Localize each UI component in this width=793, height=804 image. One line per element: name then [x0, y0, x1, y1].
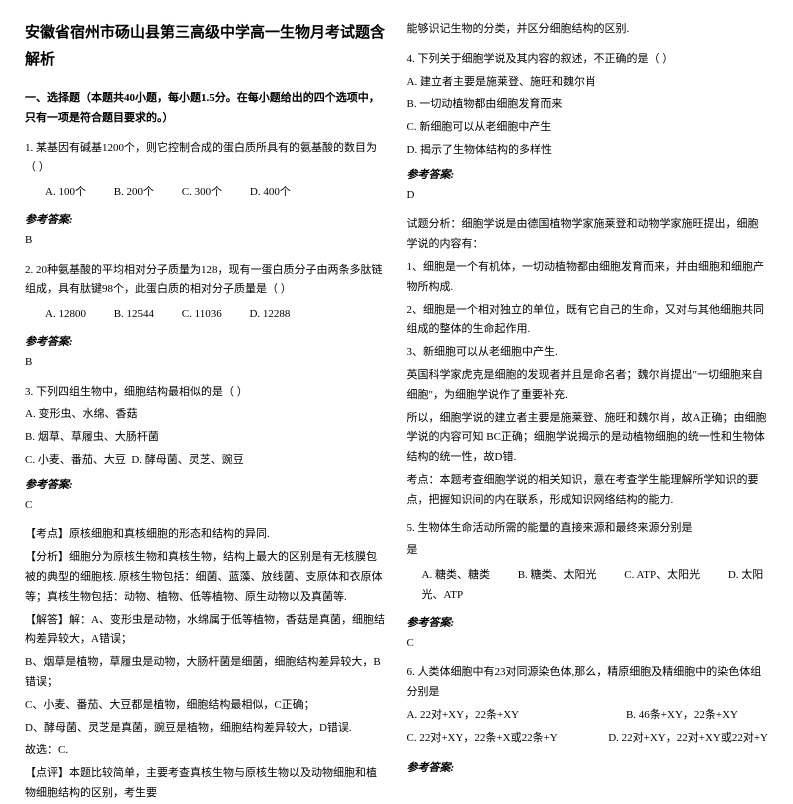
option-b: B. 200个 [114, 186, 154, 198]
answer: D [407, 186, 769, 206]
question-3: 3. 下列四组生物中，细胞结构最相似的是（ ） A. 变形虫、水绵、香菇 B. … [25, 383, 387, 804]
question-options: A. 100个 B. 200个 C. 300个 D. 400个 [45, 183, 387, 203]
question-text-cont: 是 [407, 541, 769, 561]
answer: C [407, 634, 769, 654]
answer-label: 参考答案: [25, 211, 387, 231]
question-text: 5. 生物体生命活动所需的能量的直接来源和最终来源分别是 [407, 519, 769, 539]
option-d: D. 400个 [250, 186, 291, 198]
answer: C [25, 496, 387, 516]
question-2: 2. 20种氨基酸的平均相对分子质量为128，现有一蛋白质分子由两条多肽链组成，… [25, 261, 387, 373]
analysis: 故选：C. [25, 741, 387, 761]
option-a: A. 建立者主要是施莱登、施旺和魏尔肖 [407, 73, 769, 93]
answer-label: 参考答案: [407, 166, 769, 186]
option-a: A. 12800 [45, 308, 86, 320]
option-c: C. 22对+XY，22条+X或22条+Y [407, 729, 558, 749]
answer-label: 参考答案: [407, 614, 769, 634]
option-b: B. 一切动植物都由细胞发育而来 [407, 95, 769, 115]
right-column: 能够识记生物的分类，并区分细胞结构的区别. 4. 下列关于细胞学说及其内容的叙述… [397, 20, 779, 541]
option-a: A. 变形虫、水绵、香菇 [25, 405, 387, 425]
question-4: 4. 下列关于细胞学说及其内容的叙述，不正确的是（ ） A. 建立者主要是施莱登… [407, 50, 769, 511]
option-a: A. 100个 [45, 186, 86, 198]
answer: B [25, 353, 387, 373]
question-options: A. 12800 B. 12544 C. 11036 D. 12288 [45, 305, 387, 325]
question-5: 5. 生物体生命活动所需的能量的直接来源和最终来源分别是 是 A. 糖类、糖类 … [407, 519, 769, 654]
analysis: 1、细胞是一个有机体，一切动植物都由细胞发育而来，并由细胞和细胞产物所构成. [407, 258, 769, 298]
analysis: 英国科学家虎克是细胞的发现者并且是命名者；魏尔肖提出"一切细胞来自细胞"，为细胞… [407, 366, 769, 406]
question-text: 2. 20种氨基酸的平均相对分子质量为128，现有一蛋白质分子由两条多肽链组成，… [25, 261, 387, 301]
question-text: 1. 某基因有碱基1200个，则它控制合成的蛋白质所具有的氨基酸的数目为（ ） [25, 139, 387, 179]
analysis: 所以，细胞学说的建立者主要是施莱登、施旺和魏尔肖，故A正确；由细胞学说的内容可知… [407, 409, 769, 468]
question-text: 6. 人类体细胞中有23对同源染色体,那么，精原细胞及精细胞中的染色体组分别是 [407, 663, 769, 703]
question-6: 6. 人类体细胞中有23对同源染色体,那么，精原细胞及精细胞中的染色体组分别是 … [407, 663, 769, 778]
question-options: A. 糖类、糖类 B. 糖类、太阳光 C. ATP、太阳光 D. 太阳光、ATP [422, 566, 769, 606]
option-d: D. 22对+XY，22对+XY或22对+Y [608, 729, 768, 749]
question-text: 3. 下列四组生物中，细胞结构最相似的是（ ） [25, 383, 387, 403]
answer-label: 参考答案: [407, 759, 769, 779]
question-1: 1. 某基因有碱基1200个，则它控制合成的蛋白质所具有的氨基酸的数目为（ ） … [25, 139, 387, 251]
option-c: C. 11036 [182, 308, 222, 320]
continuation-text: 能够识记生物的分类，并区分细胞结构的区别. [407, 20, 769, 40]
left-column: 安徽省宿州市砀山县第三高级中学高一生物月考试题含解析 一、选择题（本题共40小题… [15, 20, 397, 541]
analysis: 【解答】解：A、变形虫是动物，水绵属于低等植物，香菇是真菌，细胞结构差异较大，A… [25, 611, 387, 651]
option-c: C. 小麦、番茄、大豆 [25, 454, 126, 466]
analysis: 考点：本题考查细胞学说的相关知识，意在考查学生能理解所学知识的要点，把握知识间的… [407, 471, 769, 511]
option-b: B. 糖类、太阳光 [518, 569, 597, 581]
option-b: B. 46条+XY，22条+XY [626, 706, 738, 726]
option-a: A. 22对+XY，22条+XY [407, 706, 520, 726]
answer: B [25, 231, 387, 251]
analysis: 3、新细胞可以从老细胞中产生. [407, 343, 769, 363]
document-title: 安徽省宿州市砀山县第三高级中学高一生物月考试题含解析 [25, 20, 387, 74]
option-d: D. 12288 [249, 308, 290, 320]
option-c: C. 300个 [182, 186, 222, 198]
option-d: D. 揭示了生物体结构的多样性 [407, 141, 769, 161]
analysis: C、小麦、番茄、大豆都是植物，细胞结构最相似，C正确； [25, 696, 387, 716]
option-b: B. 12544 [114, 308, 154, 320]
analysis: 【点评】本题比较简单，主要考查真核生物与原核生物以及动物细胞和植物细胞结构的区别… [25, 764, 387, 804]
analysis: 【考点】原核细胞和真核细胞的形态和结构的异同. [25, 525, 387, 545]
analysis: D、酵母菌、灵芝是真菌，豌豆是植物，细胞结构差异较大，D错误. [25, 719, 387, 739]
analysis: B、烟草是植物，草履虫是动物，大肠杆菌是细菌，细胞结构差异较大，B错误； [25, 653, 387, 693]
section-header: 一、选择题（本题共40小题，每小题1.5分。在每小题给出的四个选项中，只有一项是… [25, 89, 387, 129]
question-text: 4. 下列关于细胞学说及其内容的叙述，不正确的是（ ） [407, 50, 769, 70]
answer-label: 参考答案: [25, 333, 387, 353]
analysis: 2、细胞是一个相对独立的单位，既有它自己的生命，又对与其他细胞共同组成的整体的生… [407, 301, 769, 341]
option-c: C. ATP、太阳光 [624, 569, 700, 581]
option-c: C. 新细胞可以从老细胞中产生 [407, 118, 769, 138]
analysis: 试题分析：细胞学说是由德国植物学家施莱登和动物学家施旺提出，细胞学说的内容有： [407, 215, 769, 255]
option-b: B. 烟草、草履虫、大肠杆菌 [25, 431, 159, 443]
option-a: A. 糖类、糖类 [422, 569, 490, 581]
option-d: D. 酵母菌、灵芝、豌豆 [131, 454, 243, 466]
analysis: 【分析】细胞分为原核生物和真核生物，结构上最大的区别是有无核膜包被的典型的细胞核… [25, 548, 387, 607]
answer-label: 参考答案: [25, 476, 387, 496]
